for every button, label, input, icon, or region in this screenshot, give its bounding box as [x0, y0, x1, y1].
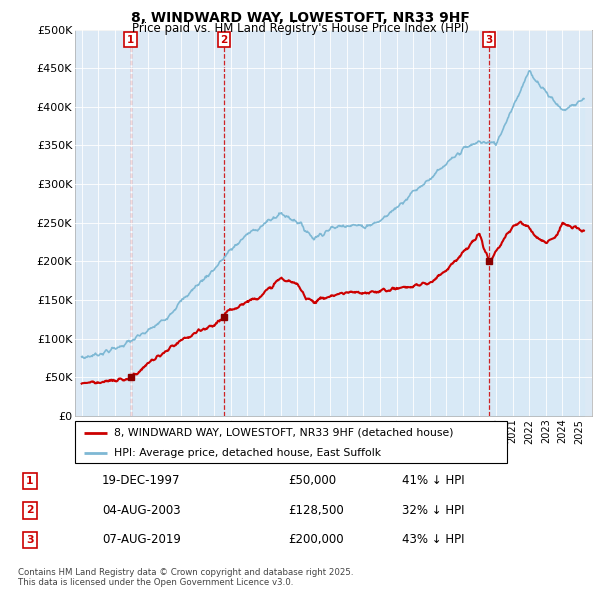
Text: £128,500: £128,500 — [288, 504, 344, 517]
Text: 3: 3 — [485, 35, 493, 45]
Text: HPI: Average price, detached house, East Suffolk: HPI: Average price, detached house, East… — [114, 448, 381, 457]
Text: 04-AUG-2003: 04-AUG-2003 — [102, 504, 181, 517]
Text: 19-DEC-1997: 19-DEC-1997 — [102, 474, 181, 487]
Text: 2: 2 — [26, 506, 34, 515]
Text: 41% ↓ HPI: 41% ↓ HPI — [402, 474, 464, 487]
Text: 43% ↓ HPI: 43% ↓ HPI — [402, 533, 464, 546]
Text: 8, WINDWARD WAY, LOWESTOFT, NR33 9HF (detached house): 8, WINDWARD WAY, LOWESTOFT, NR33 9HF (de… — [114, 428, 454, 438]
Text: 1: 1 — [127, 35, 134, 45]
Text: £200,000: £200,000 — [288, 533, 344, 546]
Text: 2: 2 — [220, 35, 227, 45]
Text: 8, WINDWARD WAY, LOWESTOFT, NR33 9HF: 8, WINDWARD WAY, LOWESTOFT, NR33 9HF — [131, 11, 469, 25]
Text: £50,000: £50,000 — [288, 474, 336, 487]
Text: Contains HM Land Registry data © Crown copyright and database right 2025.
This d: Contains HM Land Registry data © Crown c… — [18, 568, 353, 587]
Text: Price paid vs. HM Land Registry's House Price Index (HPI): Price paid vs. HM Land Registry's House … — [131, 22, 469, 35]
Text: 07-AUG-2019: 07-AUG-2019 — [102, 533, 181, 546]
Text: 1: 1 — [26, 476, 34, 486]
Text: 32% ↓ HPI: 32% ↓ HPI — [402, 504, 464, 517]
FancyBboxPatch shape — [75, 421, 507, 463]
Text: 3: 3 — [26, 535, 34, 545]
